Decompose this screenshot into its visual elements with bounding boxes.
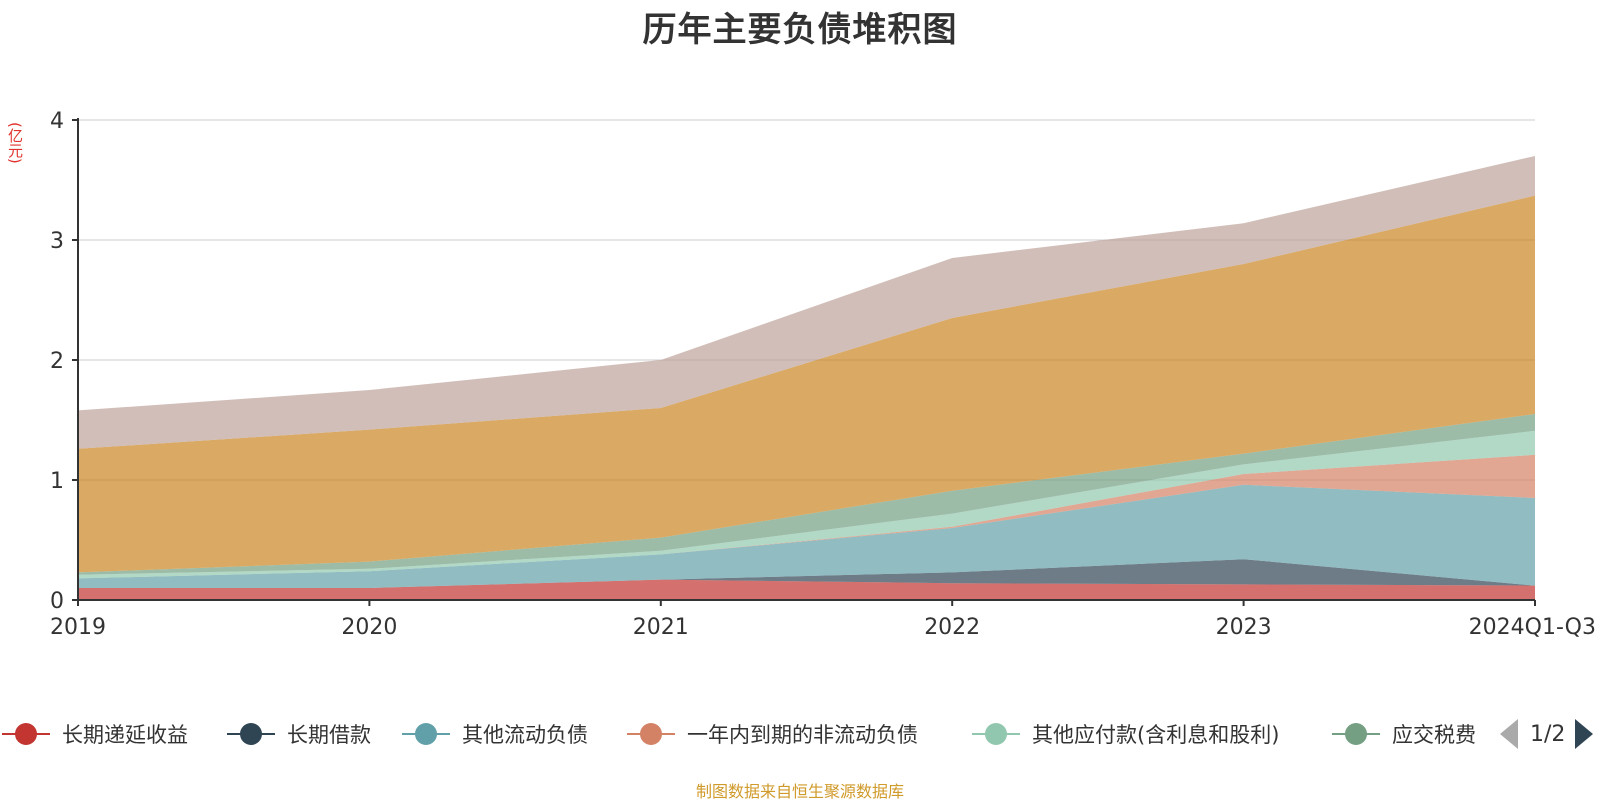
pager-next-arrow-icon[interactable] [1575,719,1594,749]
legend-marker-icon [2,723,50,745]
area-series-3 [78,454,1535,579]
x-tick-label: 2019 [50,615,106,640]
y-tick-label: 3 [50,229,64,254]
legend-items: 长期递延收益 长期借款 其他流动负债 一年内到期的非流动负债 其他应付款(含利息和股利)… [0,714,1492,754]
chart-title: 历年主要负债堆积图 [642,10,958,50]
stacked-area-chart: 0 1 2 3 4 2019 2020 2021 2022 2023 2024Q1-Q3 [50,109,1596,640]
legend-label: 长期递延收益 [62,723,188,747]
legend-item[interactable]: 长期借款 [225,714,371,754]
y-axis-unit: (亿元) [6,122,24,164]
legend-label: 一年内到期的非流动负债 [687,723,918,747]
pager-prev-arrow-icon[interactable] [1500,719,1518,749]
x-tick-label: 2021 [633,615,689,640]
legend-item[interactable]: 其他应付款(含利息和股利) [970,714,1279,754]
x-tick-label: 2023 [1216,615,1272,640]
pager-page-indicator: 1/2 [1530,721,1566,747]
legend: 长期递延收益 长期借款 其他流动负债 一年内到期的非流动负债 其他应付款(含利息和股利)… [0,714,1600,754]
legend-marker-icon [227,723,275,745]
y-tick-label: 0 [50,589,64,614]
area-series-0 [78,579,1535,600]
legend-item[interactable]: 其他流动负债 [400,714,588,754]
legend-label: 其他流动负债 [462,723,588,747]
legend-marker-icon [402,723,450,745]
legend-marker-icon [1332,723,1380,745]
legend-marker-icon [972,723,1020,745]
data-source-note: 制图数据来自恒生聚源数据库 [695,782,904,801]
legend-item[interactable]: 应交税费 [1330,714,1476,754]
area-series-7 [78,156,1535,449]
area-series-1 [78,559,1535,588]
x-tick-label: 2024Q1-Q3 [1469,615,1596,640]
y-tick-label: 1 [50,469,64,494]
legend-label: 其他应付款(含利息和股利) [1032,723,1280,747]
x-tick-label: 2022 [924,615,980,640]
legend-label: 长期借款 [287,723,371,747]
x-tick-label: 2020 [341,615,397,640]
y-tick-label: 2 [50,349,64,374]
area-series-6 [78,195,1535,573]
legend-pager: 1/2 [1500,714,1594,754]
legend-item[interactable]: 一年内到期的非流动负债 [625,714,918,754]
legend-item[interactable]: 长期递延收益 [0,714,188,754]
y-tick-label: 4 [50,109,64,134]
legend-marker-icon [627,723,675,745]
legend-label: 应交税费 [1392,723,1476,747]
area-series-2 [78,484,1535,588]
